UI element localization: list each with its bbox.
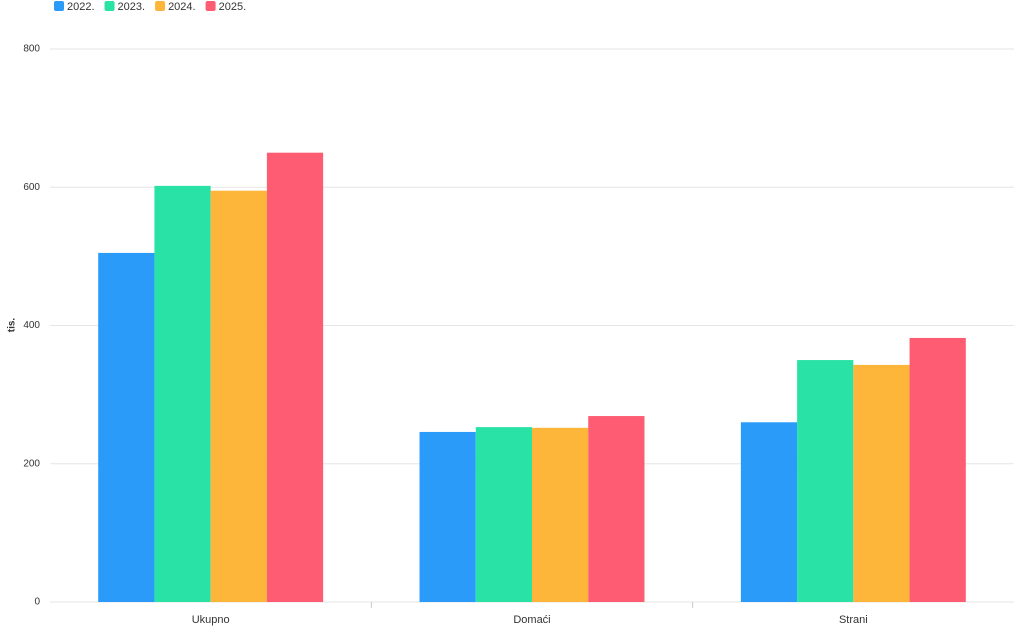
legend-label: 2023. — [118, 1, 146, 13]
legend-swatch — [54, 1, 64, 11]
bar — [475, 427, 532, 602]
bar — [532, 427, 589, 602]
bar — [419, 431, 476, 602]
bar — [154, 185, 211, 602]
y-tick-label: 400 — [23, 320, 40, 331]
y-axis-label: tis. — [7, 318, 18, 333]
legend-label: 2025. — [219, 1, 247, 13]
legend-swatch — [205, 1, 216, 11]
x-tick-label: Ukupno — [192, 614, 230, 626]
bar — [740, 422, 798, 602]
bar — [210, 190, 267, 603]
bar — [853, 364, 910, 602]
legend-swatch — [155, 1, 166, 11]
bar — [98, 252, 155, 602]
bar — [909, 337, 966, 602]
bar — [797, 360, 854, 602]
y-tick-label: 600 — [23, 182, 40, 193]
legend-label: 2022. — [67, 1, 95, 13]
y-tick-label: 800 — [23, 44, 40, 55]
x-tick-label: Strani — [839, 614, 868, 626]
x-tick-label: Domaći — [513, 614, 550, 626]
legend-label: 2024. — [168, 1, 196, 13]
bar — [588, 416, 645, 602]
bar — [266, 152, 324, 602]
y-tick-label: 200 — [23, 458, 40, 469]
legend-swatch — [104, 1, 115, 11]
y-tick-label: 0 — [34, 597, 40, 608]
